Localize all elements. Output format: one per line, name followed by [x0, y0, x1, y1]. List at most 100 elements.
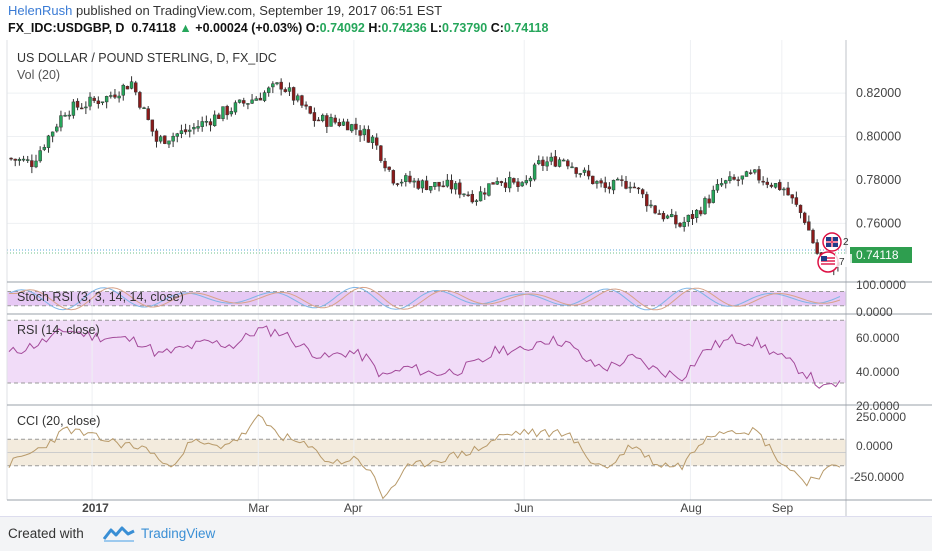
candle: [212, 110, 217, 127]
candle: [142, 106, 146, 110]
candle: [271, 81, 275, 94]
chart-area[interactable]: US DOLLAR / POUND STERLING, D, FX_IDC Vo…: [0, 40, 932, 516]
symbol-label: FX_IDC:USDGBP, D: [8, 21, 125, 35]
candle: [437, 181, 441, 192]
candle: [75, 98, 80, 111]
candle: [719, 177, 724, 187]
candle: [553, 150, 558, 168]
rsi-title: RSI (14, close): [17, 323, 100, 337]
candle: [21, 155, 26, 162]
candle: [188, 124, 192, 138]
candle: [703, 196, 707, 215]
candle: [628, 181, 632, 193]
author-link[interactable]: HelenRush: [8, 3, 73, 18]
candle: [753, 169, 757, 175]
candle: [424, 175, 429, 191]
candle: [499, 180, 504, 187]
y-tick-2: 0.78000: [856, 173, 901, 187]
candle: [549, 152, 553, 166]
candle: [678, 222, 682, 228]
candle: [537, 155, 541, 166]
candle: [46, 134, 51, 153]
candle: [354, 117, 358, 136]
candle: [433, 182, 437, 190]
x-tick-2017: 2017: [82, 501, 109, 515]
candle: [134, 80, 138, 96]
candle: [611, 179, 616, 195]
candle: [491, 182, 495, 185]
candle: [524, 175, 529, 186]
time-axis: 2017 Mar Apr Jun Aug Sep: [82, 501, 793, 515]
candle: [287, 82, 292, 97]
candle: [395, 182, 400, 187]
up-arrow-icon: ▲: [179, 21, 192, 35]
last-price-bg: [850, 247, 912, 263]
candle: [603, 176, 607, 193]
candle: [383, 157, 387, 172]
candle: [690, 210, 695, 225]
close-label: C:: [490, 21, 504, 35]
candle: [13, 158, 17, 167]
candle: [661, 210, 666, 222]
cci-title: CCI (20, close): [17, 414, 100, 428]
candle: [308, 105, 312, 115]
candle: [391, 169, 396, 186]
candle: [503, 178, 508, 193]
candle: [528, 176, 533, 187]
cci-tick-250: 250.0000: [856, 410, 906, 424]
last-price-tag: 0.74118: [850, 247, 912, 263]
candle: [420, 179, 425, 193]
us-event-flag[interactable]: 7: [817, 251, 852, 273]
candle: [154, 128, 159, 148]
candle: [578, 172, 583, 178]
candle: [175, 132, 179, 143]
candle: [607, 182, 612, 194]
high-label: H:: [368, 21, 382, 35]
last-price: 0.74118: [131, 21, 176, 35]
candle: [711, 185, 715, 204]
candle: [192, 123, 196, 135]
candle: [699, 206, 703, 217]
candle: [682, 216, 686, 232]
candle: [645, 191, 649, 212]
candle: [158, 134, 163, 144]
candle: [740, 175, 745, 185]
indicator-lines: [8, 286, 841, 500]
candle: [109, 91, 113, 99]
tradingview-logo-icon[interactable]: [103, 525, 135, 543]
candle: [262, 90, 267, 103]
candle: [790, 194, 794, 204]
tradingview-link[interactable]: TradingView: [141, 526, 216, 541]
candle: [453, 180, 458, 195]
uk-event-flag[interactable]: 2: [822, 232, 849, 252]
candle: [441, 180, 445, 188]
candle: [541, 156, 545, 171]
candle: [104, 95, 109, 109]
candle: [399, 179, 404, 187]
candle: [117, 91, 121, 103]
candle: [532, 162, 537, 182]
candle: [715, 179, 720, 193]
candle: [196, 120, 200, 132]
candle: [217, 112, 221, 119]
candle: [320, 113, 325, 123]
stoch-rsi-title: Stoch RSI (3, 3, 14, 14, close): [17, 290, 184, 304]
candle: [694, 209, 699, 223]
candle: [807, 215, 811, 231]
candle: [728, 171, 732, 184]
candle: [258, 92, 263, 101]
cci-line: [8, 414, 841, 500]
candle: [113, 88, 117, 99]
candle: [9, 157, 13, 161]
footer-bar: Created with TradingView: [0, 516, 932, 551]
candle: [574, 166, 578, 178]
candle: [138, 90, 142, 110]
candle: [375, 133, 379, 150]
candle: [316, 117, 321, 122]
candle: [408, 170, 412, 184]
candle: [769, 182, 774, 189]
stoch-d-line: [9, 286, 841, 311]
candle: [516, 177, 520, 192]
volume-label: Vol (20): [17, 68, 60, 82]
candle: [811, 228, 815, 244]
